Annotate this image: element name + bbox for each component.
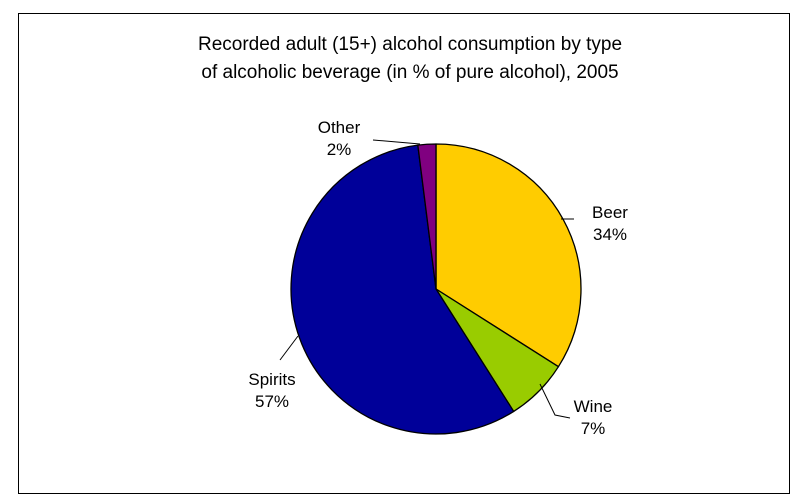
leader-line-spirits: [279, 335, 299, 361]
pie-slice-other: [417, 143, 437, 290]
pie-slice-spirits: [290, 144, 515, 435]
chart-title-line-2: of alcoholic beverage (in % of pure alco…: [201, 62, 618, 83]
slice-label-other: Other: [318, 118, 361, 137]
slice-value-beer: 34%: [593, 225, 627, 244]
slice-label-beer: Beer: [592, 203, 628, 222]
leader-line-wine: [539, 383, 571, 419]
slice-label-spirits: Spirits: [248, 370, 295, 389]
slice-value-spirits: 57%: [255, 392, 289, 411]
leader-lines: [279, 139, 574, 419]
slice-labels: Beer 34% Wine 7% Spirits 57% Other 2%: [248, 118, 628, 438]
chart-title-line-1: Recorded adult (15+) alcohol consumption…: [198, 34, 622, 55]
leader-line-other: [372, 139, 421, 145]
slice-value-wine: 7%: [581, 419, 606, 438]
slice-label-wine: Wine: [574, 397, 613, 416]
slice-value-other: 2%: [327, 140, 352, 159]
pie-slices: [290, 143, 582, 435]
